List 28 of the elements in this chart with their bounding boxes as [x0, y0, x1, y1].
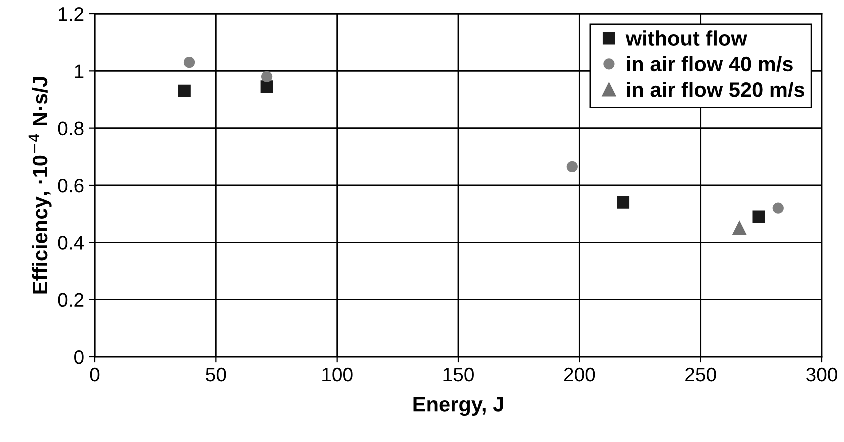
x-tick-label: 50 [206, 368, 226, 382]
x-tick-label: 0 [90, 368, 100, 382]
point [772, 202, 784, 214]
x-tick-label: 300 [806, 368, 838, 382]
point [752, 210, 766, 224]
legend-label: in air flow 40 m/s [627, 56, 793, 72]
y-tick-label: 0.6 [58, 178, 84, 193]
point [566, 161, 578, 172]
point [178, 84, 191, 98]
y-tick-label: 0 [74, 350, 84, 364]
y-tick-label: 0.2 [58, 293, 84, 308]
y-tick-label: 0.4 [58, 236, 84, 250]
y-tick-label: 1 [75, 64, 84, 78]
x-tick-label: 150 [444, 368, 474, 382]
y-tick-label: 0.8 [58, 122, 84, 136]
y-tick-label: 1.2 [59, 7, 84, 22]
x-axis-title: Energy, J [414, 397, 504, 416]
x-tick-label: 200 [564, 368, 596, 382]
legend-label: without flow [626, 30, 748, 46]
x-tick-label: 100 [322, 368, 353, 382]
point [262, 71, 273, 82]
point [184, 57, 196, 68]
point [260, 80, 274, 94]
y-axis-title: Efficiency, ·10$^{−4}$ N·s/J [28, 77, 52, 294]
x-tick-label: 250 [686, 368, 716, 382]
point [617, 196, 630, 209]
point [732, 221, 747, 236]
legend-label: in air flow 520 m/s [627, 82, 804, 98]
